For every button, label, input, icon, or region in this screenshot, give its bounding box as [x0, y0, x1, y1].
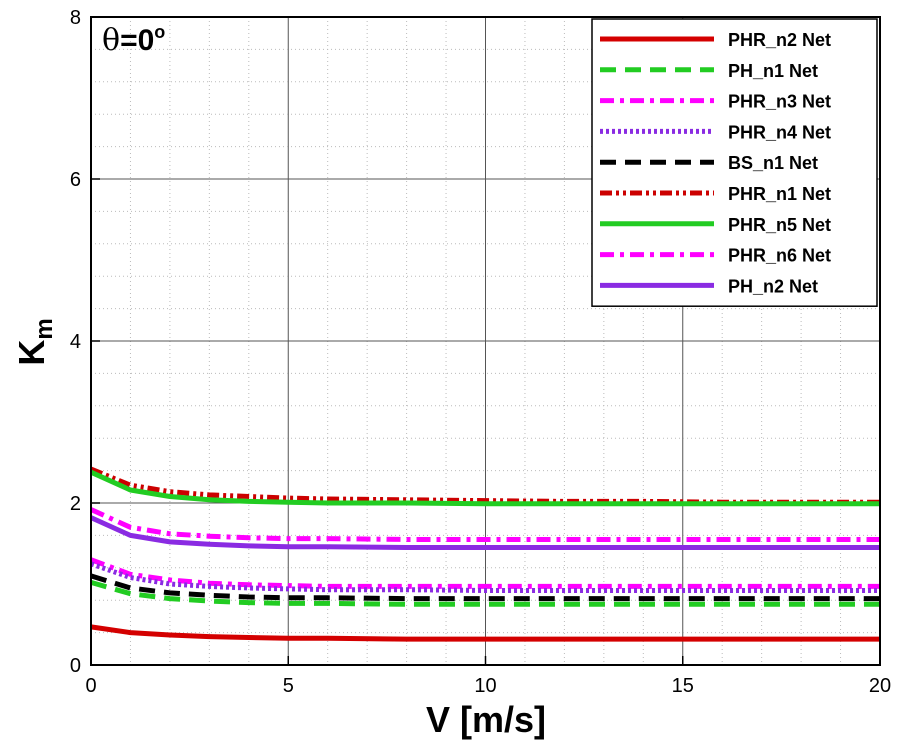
x-tick-label: 5 — [283, 675, 294, 697]
legend-label: PHR_n3 Net — [728, 92, 831, 112]
y-axis-title-main: K — [11, 340, 52, 366]
legend-label: PHR_n1 Net — [728, 184, 831, 204]
legend-label: BS_n1 Net — [728, 153, 818, 173]
x-tick-label: 10 — [474, 675, 496, 697]
series-line-1 — [90, 624, 880, 642]
legend-label: PHR_n2 Net — [728, 30, 831, 50]
legend-label: PHR_n5 Net — [728, 215, 831, 235]
legend: PHR_n2 Net PH_n1 Net PHR_n3 Net PHR_n4 Net B… — [591, 18, 878, 307]
x-tick-label: 20 — [869, 675, 891, 697]
y-tick-label: 2 — [70, 493, 81, 515]
theta-symbol: θ — [102, 23, 120, 58]
series-line-7 — [89, 469, 880, 507]
series-line-3 — [90, 557, 880, 589]
series-line-6 — [90, 466, 880, 505]
y-tick-label: 0 — [70, 655, 81, 677]
series-line-8 — [89, 507, 880, 542]
legend-label: PH_n1 Net — [728, 61, 818, 81]
series-lines — [89, 466, 880, 642]
y-tick-label: 4 — [70, 331, 81, 353]
legend-label: PHR_n4 Net — [728, 122, 831, 142]
y-tick-label: 6 — [70, 169, 81, 191]
degree-mark: o — [154, 22, 165, 42]
theta-value: =0 — [120, 24, 154, 57]
y-axis-title: Km — [11, 318, 58, 365]
legend-label: PH_n2 Net — [728, 276, 818, 296]
x-tick-label: 15 — [672, 675, 694, 697]
x-axis-title: V [m/s] — [426, 699, 546, 740]
theta-annotation: θ=0o — [102, 22, 165, 58]
axis-ticks: 0 5 10 15 20 0 2 4 6 8 — [70, 7, 891, 697]
series-line-9 — [89, 515, 880, 550]
legend-label: PHR_n6 Net — [728, 246, 831, 266]
svg-text:Km: Km — [11, 318, 58, 365]
series-line-5 — [90, 573, 880, 602]
y-tick-label: 8 — [70, 7, 81, 29]
series-line-2 — [90, 579, 880, 607]
x-tick-label: 0 — [85, 675, 96, 697]
y-axis-title-sub: m — [31, 318, 58, 339]
